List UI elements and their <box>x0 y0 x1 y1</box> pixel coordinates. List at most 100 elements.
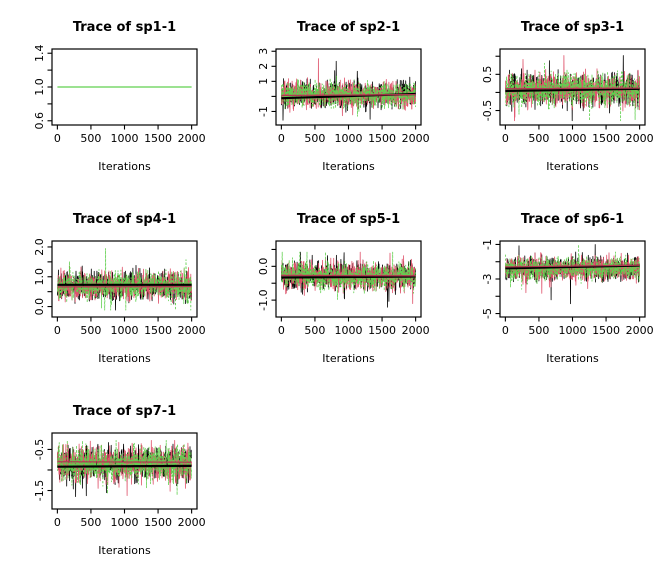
x-tick-label: 0 <box>502 132 509 145</box>
chain-3-trace <box>281 75 416 117</box>
y-axis: -1 1 2 3 <box>257 48 276 117</box>
x-axis: 0 500 1000 1500 2000 Iterations <box>502 125 654 173</box>
x-tick-label: 2000 <box>402 324 430 337</box>
plot-title: Trace of sp1-1 <box>73 20 176 35</box>
chain-3-trace <box>57 248 192 311</box>
y-tick-label: 0.0 <box>33 298 46 316</box>
y-axis: 0.6 1.0 1.4 <box>33 44 52 130</box>
x-axis: 0 500 1000 1500 2000 Iterations <box>278 317 430 365</box>
trend-line-black <box>281 275 416 279</box>
trace-plot-trace-of-sp6-1: Trace of sp6-1 0 500 1000 1500 2000 Iterations… <box>481 212 654 365</box>
x-tick-label: 2000 <box>626 324 654 337</box>
y-tick-label: 3 <box>257 48 270 55</box>
trace-chains <box>505 244 640 305</box>
x-tick-label: 0 <box>54 324 61 337</box>
x-tick-label: 0 <box>54 132 61 145</box>
trend-line-red <box>505 87 640 90</box>
y-tick-label: 1 <box>257 78 270 85</box>
x-tick-label: 0 <box>54 516 61 529</box>
y-tick-label: -1.5 <box>33 480 46 501</box>
x-tick-label: 1500 <box>368 324 396 337</box>
y-axis: -1 -3 -5 <box>481 239 500 319</box>
x-axis: 0 500 1000 1500 2000 Iterations <box>54 317 206 365</box>
trend-line-black <box>505 87 640 93</box>
x-axis-title: Iterations <box>546 160 599 173</box>
plot-title: Trace of sp2-1 <box>297 20 400 35</box>
plot-title: Trace of sp4-1 <box>73 212 176 227</box>
y-tick-label: 2.0 <box>33 238 46 256</box>
x-tick-label: 1000 <box>335 324 363 337</box>
y-tick-label: -0.5 <box>33 439 46 460</box>
y-tick-label: -0.5 <box>481 100 494 121</box>
plot-title: Trace of sp7-1 <box>73 404 176 419</box>
x-tick-label: 2000 <box>178 132 206 145</box>
x-tick-label: 2000 <box>178 324 206 337</box>
x-tick-label: 0 <box>502 324 509 337</box>
x-tick-label: 1500 <box>144 324 172 337</box>
trace-plot-trace-of-sp1-1: Trace of sp1-1 0 500 1000 1500 2000 Iterations… <box>33 20 206 173</box>
y-tick-label: -5 <box>481 308 494 319</box>
trace-plot-trace-of-sp3-1: Trace of sp3-1 0 500 1000 1500 2000 Iterations… <box>481 20 654 173</box>
y-tick-label: -1 <box>481 239 494 250</box>
x-axis-title: Iterations <box>98 544 151 557</box>
x-axis-title: Iterations <box>322 352 375 365</box>
x-tick-label: 1500 <box>144 516 172 529</box>
y-tick-label: 0.6 <box>33 112 46 129</box>
x-axis-title: Iterations <box>98 352 151 365</box>
trace-chains <box>281 251 416 308</box>
x-tick-label: 2000 <box>402 132 430 145</box>
x-tick-label: 2000 <box>626 132 654 145</box>
x-tick-label: 500 <box>528 324 549 337</box>
y-tick-label: 1.4 <box>33 44 46 62</box>
x-tick-label: 0 <box>278 132 285 145</box>
plot-title: Trace of sp3-1 <box>521 20 624 35</box>
plot-title: Trace of sp5-1 <box>297 212 400 227</box>
x-axis: 0 500 1000 1500 2000 Iterations <box>54 509 206 557</box>
chain-2-trace <box>281 251 416 304</box>
x-tick-label: 1000 <box>111 132 139 145</box>
x-tick-label: 500 <box>80 516 101 529</box>
x-tick-label: 500 <box>80 324 101 337</box>
x-axis: 0 500 1000 1500 2000 Iterations <box>54 125 206 173</box>
x-axis-title: Iterations <box>546 352 599 365</box>
x-tick-label: 1000 <box>111 516 139 529</box>
chain-3-trace <box>505 244 640 290</box>
x-tick-label: 1000 <box>559 132 587 145</box>
x-tick-label: 1500 <box>144 132 172 145</box>
x-axis-title: Iterations <box>322 160 375 173</box>
x-tick-label: 1000 <box>559 324 587 337</box>
trace-plot-trace-of-sp5-1: Trace of sp5-1 0 500 1000 1500 2000 Iterations… <box>257 212 430 365</box>
y-axis: -0.5 -1.5 <box>33 439 52 501</box>
x-axis-title: Iterations <box>98 160 151 173</box>
x-tick-label: 500 <box>304 324 325 337</box>
y-tick-label: 0.0 <box>257 258 270 276</box>
x-axis: 0 500 1000 1500 2000 Iterations <box>278 125 430 173</box>
x-tick-label: 2000 <box>178 516 206 529</box>
plot-title: Trace of sp6-1 <box>521 212 624 227</box>
trace-chains <box>57 440 192 497</box>
x-tick-label: 500 <box>80 132 101 145</box>
trace-plot-trace-of-sp4-1: Trace of sp4-1 0 500 1000 1500 2000 Iterations… <box>33 212 206 365</box>
trace-plot-trace-of-sp7-1: Trace of sp7-1 0 500 1000 1500 2000 Iterations… <box>33 404 206 557</box>
y-axis: -0.5 0.5 <box>481 55 500 121</box>
trend-line-red <box>281 93 416 97</box>
x-tick-label: 1000 <box>335 132 363 145</box>
y-tick-label: -3 <box>481 274 494 285</box>
trace-chains <box>57 248 192 311</box>
trace-chains <box>281 58 416 121</box>
x-tick-label: 0 <box>278 324 285 337</box>
x-tick-label: 500 <box>304 132 325 145</box>
trace-plot-trace-of-sp2-1: Trace of sp2-1 0 500 1000 1500 2000 Iterations… <box>257 20 430 173</box>
trend-line-black <box>57 464 192 468</box>
y-tick-label: -1.0 <box>257 289 270 310</box>
chain-3-trace <box>57 440 192 496</box>
x-tick-label: 500 <box>528 132 549 145</box>
chain-3-trace <box>281 251 416 300</box>
y-tick-label: 0.5 <box>481 66 494 84</box>
y-tick-label: 2 <box>257 63 270 70</box>
x-axis: 0 500 1000 1500 2000 Iterations <box>502 317 654 365</box>
x-tick-label: 1500 <box>592 132 620 145</box>
y-axis: 0.0 -1.0 <box>257 248 276 311</box>
y-axis: 0.0 1.0 2.0 <box>33 238 52 315</box>
